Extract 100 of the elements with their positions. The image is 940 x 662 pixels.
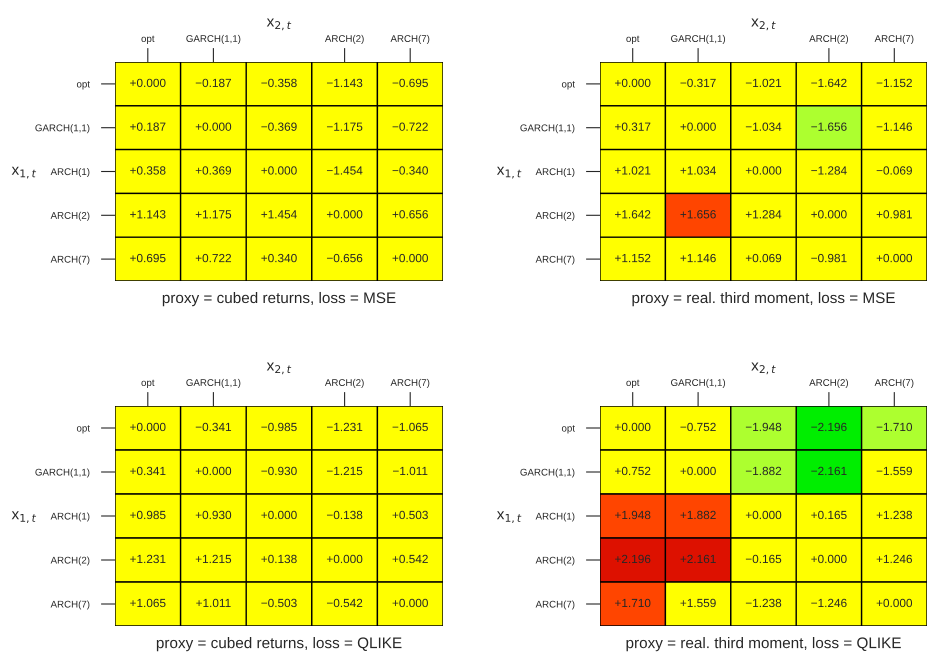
y-tick-label: ARCH(1) [536,512,574,522]
data-label: −1.065 [392,422,428,432]
y-tick-label: GARCH(1,1) [520,468,574,478]
x-tick-label: GARCH(1,1) [671,34,726,44]
data-label: +1.882 [680,510,716,520]
x-axis-title: x$_{2,t}$ [751,362,776,374]
data-label: +1.143 [130,210,166,218]
data-label: −1.175 [326,122,362,131]
data-label: −1.710 [876,422,912,432]
data-label: −0.930 [261,466,297,476]
y-axis-title: x$_{1,t}$ [12,166,36,179]
data-label: +0.695 [130,254,166,262]
data-label: +0.656 [392,210,428,218]
y-tick-label: ARCH(7) [536,256,574,265]
data-label: +0.000 [615,422,650,432]
x-tick-label: ARCH(7) [390,378,430,388]
x-axis-title: x$_{2,t}$ [751,18,776,30]
data-label: +0.930 [196,510,232,520]
data-label: −1.143 [326,78,362,88]
data-label: −1.231 [326,422,362,432]
data-label: +1.065 [130,598,166,608]
data-label: +0.000 [196,122,232,131]
y-tick-label: ARCH(2) [536,556,574,566]
data-label: +0.503 [392,510,428,520]
data-label: −0.165 [746,554,782,564]
data-label: +1.152 [615,254,650,262]
data-label: +0.000 [196,466,232,476]
data-label: +0.000 [811,554,847,564]
data-label: +0.752 [615,466,650,476]
data-label: −1.034 [746,122,782,131]
data-label: −0.317 [680,78,716,88]
data-label: −0.358 [261,78,297,88]
data-label: +0.358 [130,166,166,175]
x-tick-label: ARCH(7) [874,34,914,44]
y-tick-label: GARCH(1,1) [520,124,574,134]
data-label: +0.000 [876,598,912,608]
x-tick-label: ARCH(7) [390,34,430,44]
x-tick-label: ARCH(2) [324,378,364,388]
data-label: +0.340 [261,254,297,262]
data-label: +1.246 [876,554,912,564]
data-label: +0.317 [615,122,650,131]
y-tick-label: ARCH(2) [50,212,90,221]
data-label: +1.021 [615,166,650,175]
data-label: −0.369 [261,122,297,131]
x-tick-label: ARCH(2) [324,34,364,44]
data-label: −0.503 [261,598,297,608]
data-label: +0.981 [876,210,912,218]
text: proxy = real. third moment, loss = MSE [632,292,895,306]
data-label: −1.948 [746,422,782,432]
text: proxy = cubed returns, loss = MSE [162,292,396,306]
data-label: −1.559 [876,466,912,476]
y-axis-title: x$_{1,t}$ [12,511,36,524]
data-label: −0.340 [392,166,428,175]
x-tick-label: opt [141,36,154,44]
y-axis-title: x$_{1,t}$ [496,166,522,179]
y-tick-label: ARCH(1) [50,168,90,178]
data-label: −1.146 [876,122,912,131]
data-label: +0.000 [326,210,362,218]
data-label: +0.069 [746,254,782,262]
text: proxy = cubed returns, loss = QLIKE [156,637,402,652]
data-label: −0.695 [392,78,428,88]
data-label: +0.000 [326,554,362,564]
data-label: −1.454 [326,166,362,175]
data-label: +0.985 [130,510,166,520]
x-tick-label: GARCH(1,1) [186,34,240,44]
data-label: +1.559 [680,598,716,608]
data-label: +1.231 [130,554,166,564]
data-label: −0.752 [680,422,716,432]
data-label: −1.656 [811,122,847,131]
data-label: +0.000 [680,122,716,131]
y-tick-label: opt [562,425,575,434]
y-tick-label: ARCH(2) [536,212,574,221]
x-tick-label: ARCH(7) [874,378,914,388]
data-label: −1.882 [746,466,782,476]
data-label: −1.246 [811,598,847,608]
x-tick-label: opt [626,380,640,388]
data-label: +0.000 [261,510,297,520]
x-tick-label: ARCH(2) [809,34,848,44]
data-label: +1.284 [746,210,782,218]
text: proxy = real. third moment, loss = QLIKE [626,637,901,652]
data-label: −1.284 [811,166,847,175]
data-label: +1.656 [680,210,716,218]
data-label: +2.161 [680,554,716,564]
data-label: +0.000 [615,78,650,88]
y-axis-title: x$_{1,t}$ [496,511,522,524]
data-label: +1.175 [196,210,232,218]
data-label: +0.187 [130,122,166,131]
y-tick-label: ARCH(1) [536,168,574,178]
data-label: +0.722 [196,254,232,262]
x-tick-label: ARCH(2) [809,378,848,388]
x-tick-label: opt [141,380,154,388]
data-label: −1.021 [746,78,782,88]
data-label: −1.642 [811,78,847,88]
data-label: −0.187 [196,78,232,88]
data-label: +0.369 [196,166,232,175]
data-label: −1.215 [326,466,362,476]
data-label: +0.000 [130,78,166,88]
data-label: −1.152 [876,78,912,88]
data-label: +1.215 [196,554,232,564]
data-label: −1.238 [746,598,782,608]
